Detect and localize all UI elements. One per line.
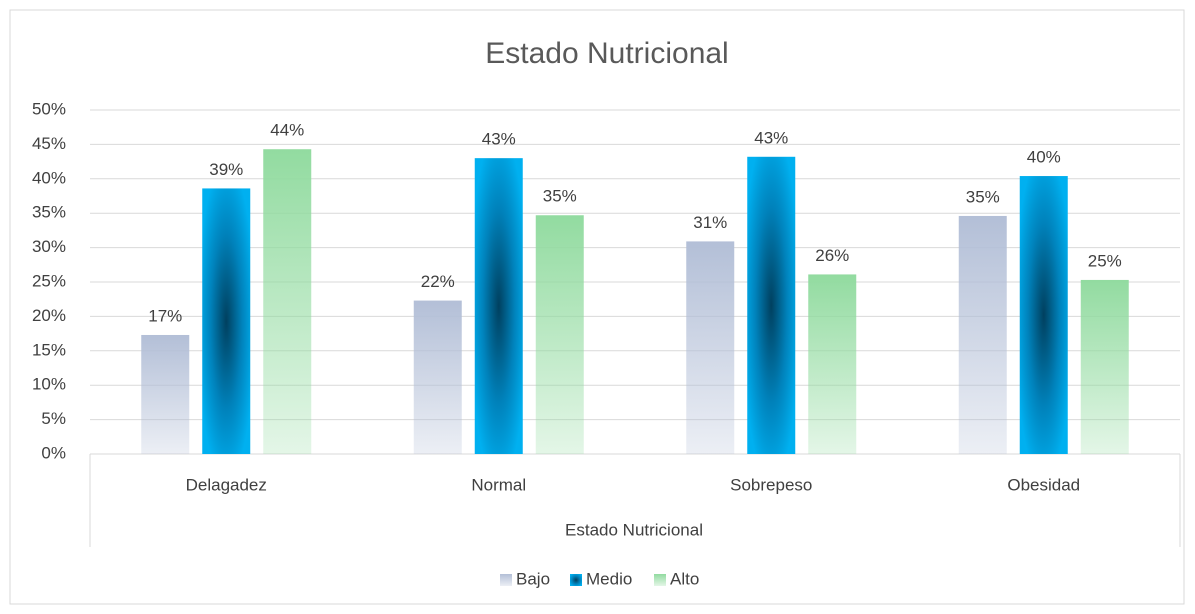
y-tick-label: 35%	[32, 203, 66, 222]
bar	[808, 274, 857, 454]
y-tick-label: 0%	[41, 443, 66, 462]
y-tick-label: 25%	[32, 271, 66, 290]
y-tick-label: 45%	[32, 134, 66, 153]
bar	[958, 215, 1007, 454]
x-tick-label: Normal	[471, 475, 526, 494]
legend-swatch	[500, 574, 512, 586]
data-label: 17%	[148, 306, 182, 325]
legend-label: Bajo	[516, 569, 550, 588]
bar	[686, 241, 735, 454]
data-label: 44%	[270, 121, 304, 140]
data-label: 35%	[966, 187, 1000, 206]
y-tick-label: 15%	[32, 340, 66, 359]
y-tick-label: 5%	[41, 409, 66, 428]
bar	[535, 215, 584, 454]
legend-label: Alto	[670, 569, 699, 588]
x-tick-label: Sobrepeso	[730, 475, 812, 494]
x-axis-title: Estado Nutricional	[565, 520, 703, 539]
data-label: 25%	[1088, 251, 1122, 270]
bar	[413, 300, 462, 454]
data-label: 22%	[421, 272, 455, 291]
data-label: 43%	[482, 130, 516, 149]
y-tick-label: 10%	[32, 375, 66, 394]
data-label: 31%	[693, 213, 727, 232]
data-label: 39%	[209, 160, 243, 179]
data-label: 43%	[754, 128, 788, 147]
bar	[263, 149, 312, 454]
bar	[1019, 176, 1068, 454]
x-tick-label: Delagadez	[186, 475, 267, 494]
bar	[202, 188, 251, 454]
data-label: 35%	[543, 187, 577, 206]
bar	[141, 334, 190, 454]
data-label: 26%	[815, 246, 849, 265]
chart-title: Estado Nutricional	[485, 37, 728, 70]
x-tick-label: Obesidad	[1007, 475, 1080, 494]
y-tick-label: 30%	[32, 237, 66, 256]
bar	[1080, 279, 1129, 454]
legend-label: Medio	[586, 569, 632, 588]
bar	[747, 156, 796, 454]
data-label: 40%	[1027, 148, 1061, 167]
legend-swatch	[570, 574, 582, 586]
chart-border	[9, 9, 1185, 605]
legend-swatch	[654, 574, 666, 586]
y-tick-label: 40%	[32, 168, 66, 187]
y-tick-label: 20%	[32, 306, 66, 325]
y-tick-label: 50%	[32, 99, 66, 118]
bar	[474, 158, 523, 454]
